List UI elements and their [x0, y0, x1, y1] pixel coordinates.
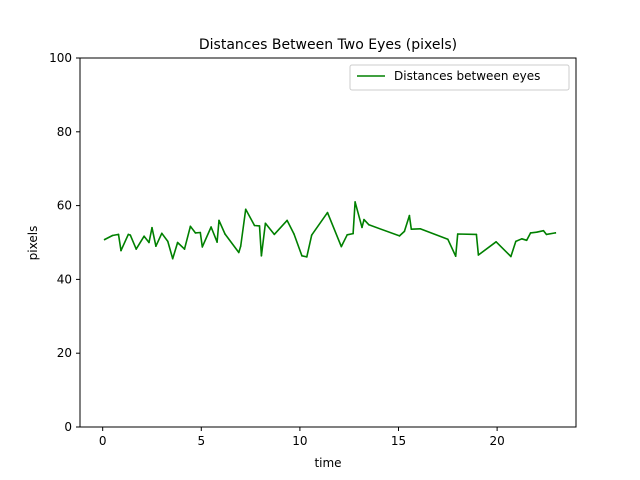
legend: Distances between eyes — [349, 64, 570, 91]
data-point — [368, 224, 370, 226]
data-point — [352, 232, 354, 235]
data-point — [224, 233, 226, 235]
data-point — [326, 211, 329, 214]
data-point — [129, 234, 132, 236]
data-point — [161, 232, 163, 235]
data-point — [286, 219, 288, 222]
data-point — [258, 225, 261, 227]
data-point — [103, 238, 106, 241]
y-tick-label: 40 — [57, 272, 72, 286]
x-tick-label: 15 — [391, 434, 406, 448]
data-point — [189, 225, 192, 228]
data-point — [306, 256, 308, 258]
x-tick-label: 20 — [489, 434, 504, 448]
data-point — [244, 208, 247, 211]
data-point — [171, 257, 174, 260]
data-point — [201, 246, 204, 248]
data-point — [117, 233, 120, 236]
data-point — [239, 245, 242, 247]
y-tick-label: 80 — [57, 125, 72, 139]
data-point — [143, 235, 145, 237]
data-point — [340, 245, 343, 248]
data-point — [301, 255, 303, 257]
data-point — [419, 228, 422, 230]
legend-entry-label: Distances between eyes — [394, 69, 540, 83]
data-point — [477, 254, 480, 256]
data-point — [354, 201, 356, 203]
data-point — [210, 226, 212, 228]
x-tick-label: 5 — [197, 434, 205, 448]
data-point — [253, 224, 256, 227]
data-point — [155, 245, 157, 247]
y-tick-label: 20 — [57, 346, 72, 360]
y-axis-ticks: 0 20 40 60 80 100 — [49, 51, 80, 434]
data-point — [495, 241, 497, 243]
axes-background — [80, 58, 576, 427]
y-tick-label: 60 — [57, 199, 72, 213]
data-point — [148, 241, 150, 244]
data-point — [238, 251, 240, 254]
data-point — [151, 226, 153, 229]
data-point — [218, 219, 220, 222]
data-point — [176, 241, 179, 244]
data-point — [475, 233, 478, 236]
data-point — [542, 229, 545, 232]
data-point — [127, 233, 130, 236]
data-point — [194, 232, 197, 234]
data-point — [535, 231, 538, 233]
data-point — [199, 231, 202, 234]
data-point — [363, 218, 365, 221]
data-point — [408, 214, 411, 217]
data-point — [456, 233, 459, 235]
data-point — [135, 248, 137, 250]
data-point — [111, 234, 114, 237]
data-point — [216, 241, 218, 243]
data-point — [167, 240, 169, 243]
data-point — [273, 233, 276, 236]
data-point — [310, 234, 313, 236]
data-point — [260, 255, 263, 257]
data-point — [120, 249, 122, 252]
data-point — [525, 239, 528, 242]
data-point — [346, 234, 349, 236]
data-point — [183, 248, 186, 250]
y-tick-label: 100 — [49, 51, 72, 65]
x-axis-ticks: 0 5 10 15 20 — [99, 427, 505, 448]
data-point — [510, 255, 512, 258]
data-point — [403, 230, 406, 233]
y-tick-label: 0 — [64, 420, 72, 434]
data-point — [529, 232, 532, 234]
legend-box — [349, 64, 570, 91]
x-tick-label: 0 — [99, 434, 107, 448]
data-point — [398, 235, 401, 237]
x-tick-label: 10 — [292, 434, 307, 448]
chart-title: Distances Between Two Eyes (pixels) — [199, 37, 457, 53]
data-point — [521, 238, 523, 240]
data-point — [545, 233, 548, 236]
data-point — [361, 226, 363, 229]
plot-area — [79, 57, 577, 428]
data-point — [293, 233, 295, 235]
data-point — [264, 222, 267, 225]
data-point — [515, 240, 517, 243]
data-point — [447, 238, 449, 240]
axes-frame — [79, 57, 577, 428]
data-points — [103, 201, 557, 260]
y-axis-label: pixels — [26, 226, 40, 261]
data-point — [554, 232, 557, 234]
data-point — [454, 255, 457, 257]
data-point — [410, 228, 413, 230]
x-axis-label: time — [314, 456, 341, 470]
